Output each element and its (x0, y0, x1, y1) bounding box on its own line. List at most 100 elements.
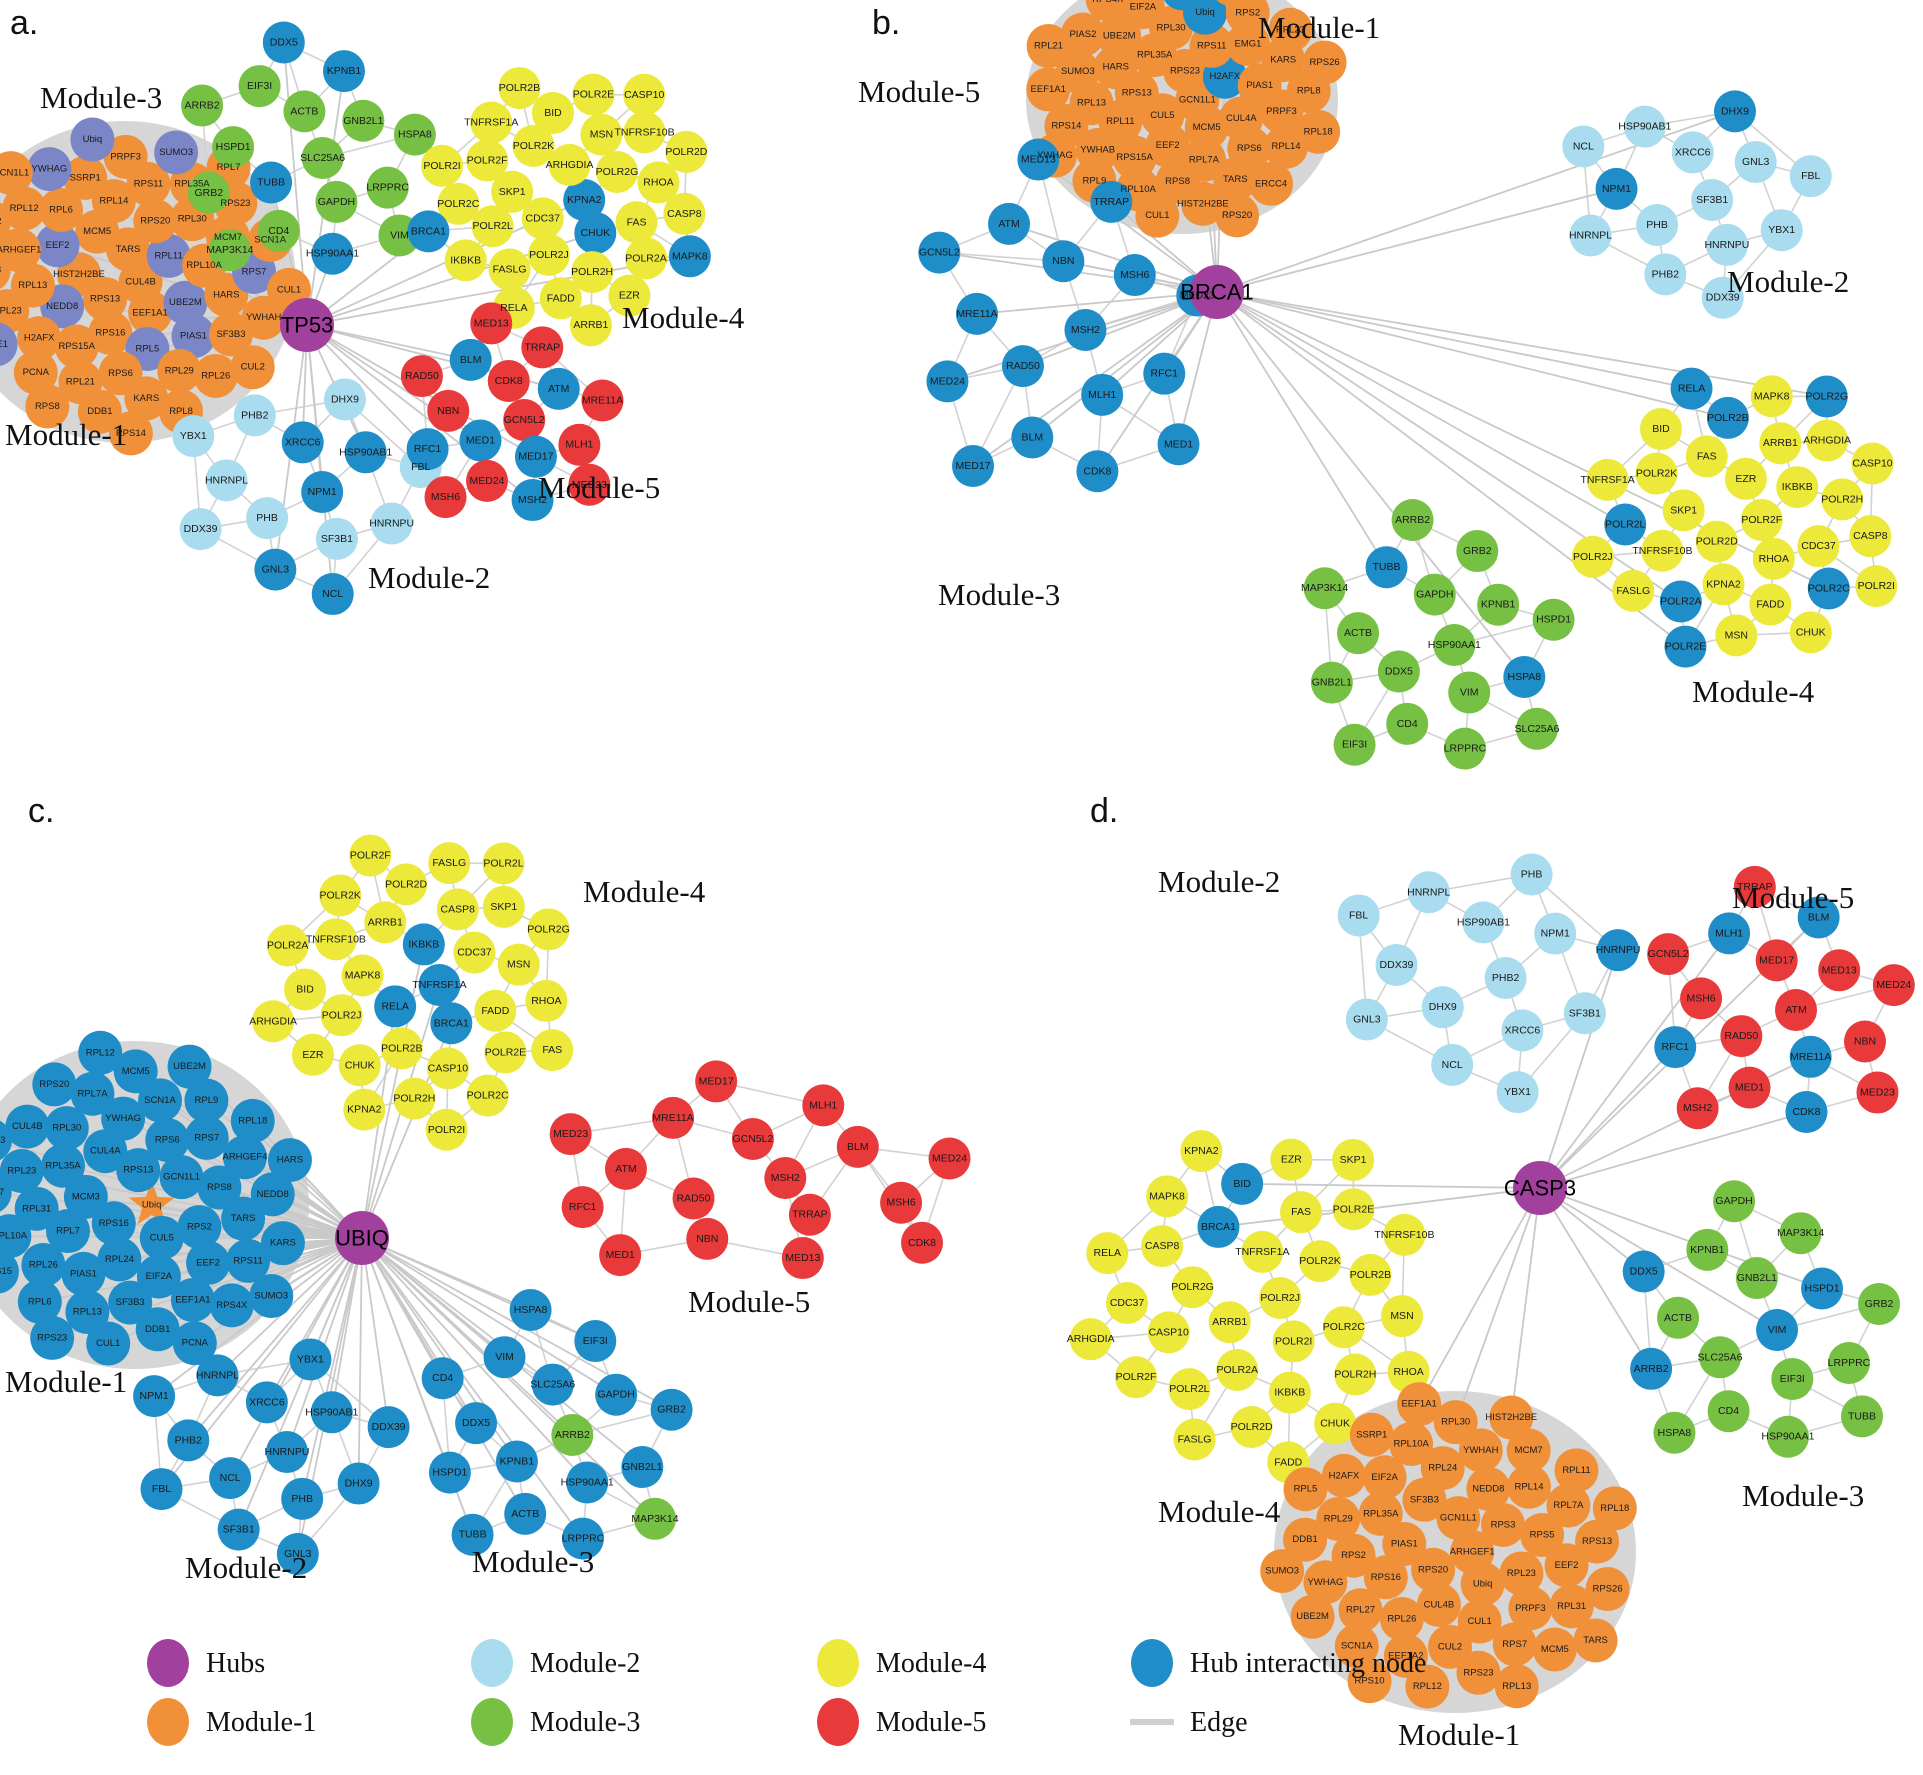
node-label: CDK8 (1083, 465, 1111, 477)
node-NBN (427, 389, 470, 432)
node-EEF1A1 (128, 290, 173, 335)
panel-letter-c: c. (28, 792, 54, 830)
node-SF3B1 (315, 517, 358, 560)
node-TUBB (1365, 546, 1408, 589)
node-label: GCN5L2 (919, 247, 960, 259)
node-EEF2 (1544, 1543, 1589, 1588)
node-TNFRSF10B (1383, 1213, 1426, 1256)
legend-label: Module-5 (876, 1707, 986, 1738)
node-CASP10 (623, 73, 666, 116)
node-GRB2 (187, 171, 230, 214)
node-label: UBE2M (1103, 30, 1136, 41)
node-RPS15 (0, 1249, 19, 1294)
node-CD4 (1707, 1390, 1750, 1433)
node-TUBB (451, 1513, 494, 1556)
node-label: UBE2M (1296, 1611, 1329, 1622)
node-RPS13 (1575, 1519, 1620, 1564)
node-label: TNFRSF10B (1374, 1229, 1434, 1241)
node-label: CUL5 (150, 1232, 174, 1243)
node-label: RPS23 (220, 198, 250, 209)
module-label-a-Module-1: Module-1 (5, 417, 127, 452)
node-label: POLR2G (596, 166, 639, 178)
node-MSH2 (764, 1157, 807, 1199)
node-label: CDC37 (1801, 540, 1836, 552)
node-label: ATM (548, 383, 569, 395)
node-BID (1639, 408, 1682, 451)
node-label: POLR2C (1808, 582, 1850, 594)
node-MRE11A (1789, 1035, 1832, 1078)
node-KPNB1 (322, 50, 365, 93)
node-label: RPL23 (7, 1166, 36, 1177)
node-label: POLR2B (499, 82, 540, 94)
node-label: GCN1L1 (0, 168, 29, 179)
node-BRCA1 (430, 1002, 473, 1045)
node-EZR (1724, 457, 1767, 500)
node-XRCC6 (281, 421, 324, 464)
node-label: RPL18 (238, 1115, 267, 1126)
node-RPL18 (1296, 109, 1341, 154)
node-TUBB (250, 161, 293, 204)
node-label: MED23 (572, 479, 607, 491)
node-MSH2 (1064, 309, 1107, 351)
node-RPL12 (2, 186, 47, 231)
node-YWHAG (1303, 1560, 1348, 1605)
node-MED13 (1818, 949, 1861, 992)
node-TARS (1213, 157, 1258, 202)
node-RPS6 (145, 1118, 190, 1163)
hub-node-BRCA1 (1190, 265, 1244, 319)
node-label: MCM7 (1515, 1445, 1543, 1456)
node-PCNA (13, 350, 58, 395)
hub-edge (153, 1237, 363, 1397)
node-CDK8 (487, 360, 530, 403)
hub-edge (1216, 291, 1692, 390)
node-RPL6 (1216, 0, 1248, 7)
node-POLR2E (1332, 1188, 1375, 1231)
legend: Hubs Module-1 Module-2 Module-3 Module-4 Modu… (147, 1639, 1426, 1746)
node-label: HSP90AB1 (305, 1406, 358, 1418)
node-VIM (483, 1336, 526, 1379)
node-label: RPL6 (49, 204, 73, 215)
node-CD4 (421, 1357, 464, 1400)
node-RPL26 (193, 353, 238, 398)
node-label: EEF2 (196, 1257, 220, 1268)
node-POLR2L (482, 842, 525, 885)
node-label: EEF1A1 (1401, 1399, 1436, 1410)
node-POLR2F (349, 834, 392, 877)
node-label: RPL13 (1502, 1681, 1531, 1692)
node-HIST2H2BE (1489, 1395, 1534, 1440)
node-label: RPL35A (174, 179, 210, 190)
node-label: NAE1 (0, 339, 8, 350)
node-label: POLR2C (467, 1090, 509, 1102)
module-label-b-Module-4: Module-4 (1692, 674, 1815, 709)
node-PRPF3 (103, 134, 148, 179)
node-TNFRSF10B (623, 111, 666, 154)
node-RPL24 (1420, 1446, 1465, 1491)
node-label: CDK8 (1792, 1106, 1820, 1118)
node-GRB2 (1456, 530, 1499, 573)
node-label: POLR2H (393, 1093, 435, 1105)
node-POLR2H (571, 251, 614, 294)
node-label: RPS14 (116, 428, 146, 439)
node-BID (1221, 1162, 1264, 1205)
node-POLR2G (527, 908, 570, 951)
node-label: EIF3I (1780, 1373, 1805, 1385)
node-label: ARHGEF1 (0, 245, 41, 256)
node-label: ARHGDIA (249, 1015, 297, 1027)
node-MED24 (466, 459, 509, 502)
hub-label: UBIQ (335, 1226, 389, 1251)
node-RPS2 (0, 202, 12, 241)
node-label: GNB2L1 (1737, 1272, 1777, 1284)
node-label: RPL26 (29, 1259, 58, 1270)
node-label: EEF1A1 (175, 1295, 210, 1306)
node-DDX5 (1622, 1250, 1665, 1293)
node-label: POLR2A (267, 939, 308, 951)
node-RPL26 (21, 1242, 66, 1287)
node-CD4 (1386, 702, 1429, 745)
node-label: PHB2 (1492, 972, 1520, 984)
node-RPL27 (0, 1172, 12, 1212)
node-GAPDH (1713, 1180, 1756, 1223)
node-SF3B1 (1691, 179, 1734, 221)
node-FBL (1337, 894, 1380, 937)
node-POLR2A (266, 924, 309, 967)
node-label: RPL10A (186, 260, 222, 271)
